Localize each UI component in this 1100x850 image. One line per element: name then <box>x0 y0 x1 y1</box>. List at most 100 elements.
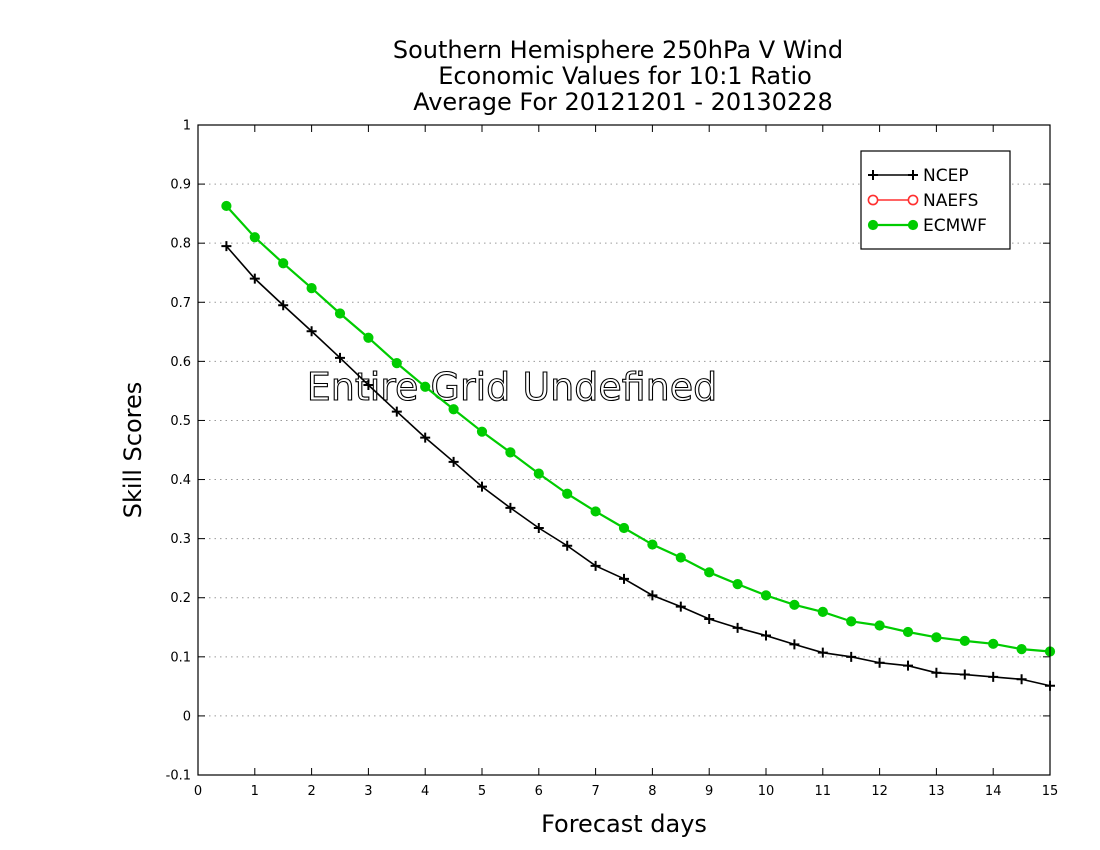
data-point-ecmwf <box>902 626 914 638</box>
data-point-ncep <box>704 614 715 624</box>
x-tick-label: 15 <box>1042 784 1059 799</box>
data-point-ecmwf <box>874 620 885 631</box>
data-point-ncep <box>562 540 573 551</box>
data-point-ncep <box>420 432 431 443</box>
y-tick-label: 0.3 <box>170 532 191 547</box>
data-point-ncep <box>874 657 885 668</box>
y-tick-label: -0.1 <box>166 769 191 784</box>
data-point-ecmwf <box>590 506 601 517</box>
data-point-ecmwf <box>817 606 828 618</box>
data-point-ncep <box>306 326 317 337</box>
series-ecmwf <box>221 200 1056 657</box>
x-tick-label: 4 <box>421 784 429 799</box>
data-point-ncep <box>590 560 601 571</box>
legend-label-ncep: NCEP <box>923 166 969 186</box>
legend-item-ecmwf: ECMWF <box>867 216 987 236</box>
x-tick-label: 13 <box>928 784 945 799</box>
data-point-ncep <box>477 481 487 492</box>
data-point-ncep <box>335 352 345 363</box>
data-point-ncep <box>789 639 800 650</box>
y-tick-label: 0.7 <box>170 296 191 311</box>
annotation-text: Entire Grid Undefined <box>307 365 718 409</box>
data-point-ncep <box>533 523 544 533</box>
data-point-ncep <box>1016 674 1027 685</box>
data-point-ncep <box>619 573 629 584</box>
data-point-ecmwf <box>363 332 374 343</box>
data-point-ncep <box>675 601 686 612</box>
legend-marker-ncep <box>868 170 878 180</box>
data-point-ecmwf <box>732 579 743 590</box>
data-point-ecmwf <box>675 552 686 563</box>
data-point-ncep <box>505 502 516 513</box>
x-tick-label: 12 <box>871 784 888 799</box>
title-line-3: Average For 20121201 - 20130228 <box>413 88 833 116</box>
y-tick-label: 0 <box>183 709 191 724</box>
x-tick-label: 9 <box>705 784 713 799</box>
y-tick-label: 0.2 <box>170 591 191 606</box>
legend-marker-ecmwf <box>907 219 919 231</box>
data-point-ncep <box>761 630 771 641</box>
legend-item-naefs: NAEFS <box>867 191 978 211</box>
legend-label-naefs: NAEFS <box>923 191 978 211</box>
data-point-ecmwf <box>562 488 573 499</box>
data-point-ecmwf <box>306 282 317 294</box>
data-point-ncep <box>448 456 459 467</box>
data-point-ecmwf <box>760 590 772 601</box>
chart-title: Southern Hemisphere 250hPa V Wind Econom… <box>393 36 843 116</box>
data-point-ncep <box>363 380 374 390</box>
data-point-ncep <box>903 660 913 671</box>
series-line-ecmwf <box>225 205 1051 653</box>
x-tick-label: 11 <box>815 784 832 799</box>
data-point-ecmwf <box>221 200 232 212</box>
series-line-ncep <box>225 245 1051 687</box>
y-tick-label: 0.1 <box>170 650 191 665</box>
x-tick-label: 10 <box>758 784 775 799</box>
x-tick-label: 1 <box>251 784 259 799</box>
data-point-ecmwf <box>448 404 459 415</box>
data-point-ecmwf <box>1016 644 1027 655</box>
data-point-ecmwf <box>334 308 346 319</box>
y-tick-label: 1 <box>183 119 191 134</box>
x-tick-label: 7 <box>591 784 599 799</box>
data-point-ecmwf <box>959 635 970 646</box>
data-point-ncep <box>846 651 857 662</box>
data-point-ecmwf <box>533 468 544 479</box>
legend-marker-naefs <box>907 194 919 206</box>
x-tick-label: 14 <box>985 784 1002 799</box>
data-point-ncep <box>959 669 970 680</box>
y-axis-title: Skill Scores <box>119 382 147 519</box>
data-point-ecmwf <box>505 447 516 458</box>
x-tick-label: 3 <box>364 784 372 799</box>
x-tick-label: 0 <box>194 784 202 799</box>
data-point-ncep <box>647 590 658 601</box>
y-tick-label: 0.9 <box>170 178 191 193</box>
data-point-ecmwf <box>931 632 942 643</box>
data-point-ecmwf <box>846 616 857 627</box>
series-group <box>221 200 1056 691</box>
legend: NCEP NAEFS ECMWF <box>860 150 1011 250</box>
data-point-ncep <box>249 273 260 284</box>
legend-marker-ncep <box>908 170 918 180</box>
data-point-ncep <box>278 300 289 311</box>
plot-frame <box>197 124 1051 776</box>
data-point-ecmwf <box>249 232 260 243</box>
x-axis-title: Forecast days <box>541 810 707 838</box>
series-ncep <box>221 241 1055 691</box>
data-point-ecmwf <box>476 426 488 437</box>
x-tick-label: 5 <box>478 784 486 799</box>
data-point-ecmwf <box>420 381 431 392</box>
data-point-ecmwf <box>647 539 658 550</box>
data-point-ncep <box>221 241 232 252</box>
data-point-ecmwf <box>618 522 630 534</box>
legend-label-ecmwf: ECMWF <box>923 216 987 236</box>
legend-item-ncep: NCEP <box>868 166 969 186</box>
grid <box>198 183 1050 717</box>
y-tick-label: 0.8 <box>170 237 191 252</box>
y-tick-label: 0.6 <box>170 355 191 370</box>
x-tick-label: 2 <box>307 784 315 799</box>
data-point-ncep <box>931 667 942 678</box>
title-line-1: Southern Hemisphere 250hPa V Wind <box>393 36 843 64</box>
data-point-ecmwf <box>988 638 999 649</box>
x-tick-label: 8 <box>648 784 656 799</box>
